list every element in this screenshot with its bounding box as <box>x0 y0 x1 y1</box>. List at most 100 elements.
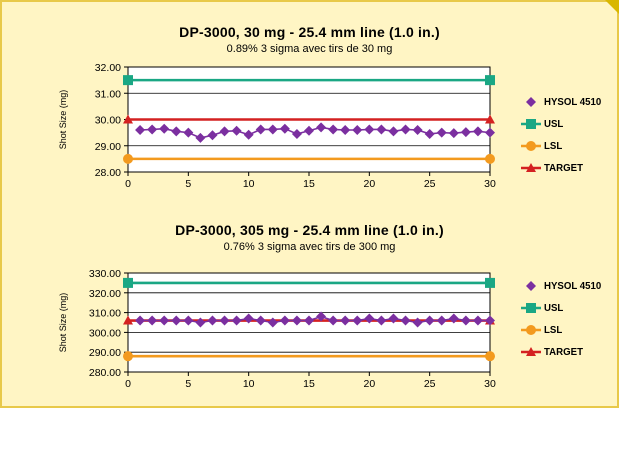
data-point <box>485 315 495 326</box>
y-axis-label: Shot Size (mg) <box>58 293 68 353</box>
x-tick-label: 10 <box>243 178 255 190</box>
x-tick-label: 0 <box>125 178 131 190</box>
data-point <box>231 315 242 326</box>
data-point <box>472 126 483 137</box>
legend-item: LSL <box>518 139 564 153</box>
data-point <box>255 124 266 135</box>
data-point <box>340 315 351 326</box>
data-point <box>485 114 495 124</box>
data-point <box>460 315 471 326</box>
data-point <box>147 315 158 326</box>
legend-item: USL <box>518 301 565 315</box>
legend-item: TARGET <box>518 345 586 359</box>
data-point <box>243 129 254 140</box>
data-point <box>316 122 327 133</box>
x-tick-label: 15 <box>303 378 315 390</box>
y-tick-label: 280.00 <box>89 367 121 379</box>
data-point <box>183 127 194 138</box>
data-point <box>279 123 290 134</box>
data-point <box>147 124 158 135</box>
x-tick-label: 25 <box>424 378 436 390</box>
data-point <box>219 315 230 326</box>
data-point <box>171 315 182 326</box>
x-tick-label: 10 <box>243 378 255 390</box>
y-tick-label: 310.00 <box>89 308 121 320</box>
legend-marker <box>518 95 544 109</box>
data-point <box>267 317 278 328</box>
data-point <box>243 313 254 324</box>
legend-symbol <box>526 281 536 291</box>
y-tick-label: 32.00 <box>95 62 121 74</box>
data-point <box>472 315 483 326</box>
x-tick-label: 0 <box>125 378 131 390</box>
legend-marker <box>518 279 544 293</box>
data-point <box>388 126 399 137</box>
legend-marker <box>518 345 544 359</box>
y-tick-label: 28.00 <box>95 167 121 179</box>
data-point <box>291 128 302 139</box>
legend-marker <box>518 117 544 131</box>
chart-2-title: DP-3000, 305 mg - 25.4 mm line (1.0 in.) <box>175 222 444 238</box>
y-tick-label: 31.00 <box>95 88 121 100</box>
x-tick-label: 5 <box>185 178 191 190</box>
x-tick-label: 20 <box>363 178 375 190</box>
data-point <box>328 315 339 326</box>
data-point <box>424 315 435 326</box>
data-point <box>279 315 290 326</box>
data-point <box>436 315 447 326</box>
y-tick-label: 29.00 <box>95 141 121 153</box>
legend-symbol <box>526 141 536 151</box>
data-point <box>123 315 133 325</box>
data-point <box>304 125 314 136</box>
legend-symbol <box>526 119 536 129</box>
legend-symbol <box>526 347 536 356</box>
data-point <box>159 123 170 134</box>
legend-label: LSL <box>544 324 563 336</box>
chart-1-subtitle: 0.89% 3 sigma avec tirs de 30 mg <box>226 43 393 55</box>
legend-label: HYSOL 4510 <box>544 96 602 108</box>
data-point <box>485 153 495 164</box>
data-point <box>352 315 363 326</box>
data-point <box>352 125 363 135</box>
y-axis-label: Shot Size (mg) <box>58 90 68 150</box>
chart-2-subtitle: 0.76% 3 sigma avec tirs de 300 mg <box>223 241 396 253</box>
data-point <box>123 153 133 164</box>
legend-item: HYSOL 4510 <box>518 279 606 293</box>
data-point <box>485 127 495 138</box>
data-point <box>255 315 266 326</box>
data-point <box>485 75 495 86</box>
y-tick-label: 330.00 <box>89 268 121 280</box>
data-point <box>123 75 133 86</box>
data-point <box>388 313 399 324</box>
data-point <box>123 114 133 124</box>
x-tick-label: 20 <box>363 378 375 390</box>
data-point <box>219 126 230 137</box>
data-point <box>448 128 459 139</box>
data-point <box>171 126 182 137</box>
data-point <box>460 127 471 138</box>
legend-item: TARGET <box>518 161 586 175</box>
data-point <box>448 313 459 324</box>
data-point <box>376 124 387 135</box>
x-tick-label: 15 <box>303 178 315 190</box>
legend-item: USL <box>518 117 565 131</box>
x-tick-label: 30 <box>484 178 496 190</box>
y-tick-label: 290.00 <box>89 347 121 359</box>
y-tick-label: 300.00 <box>89 327 121 339</box>
data-point <box>436 127 447 138</box>
x-tick-label: 25 <box>424 178 436 190</box>
data-point <box>376 315 387 326</box>
data-point <box>123 277 133 288</box>
data-point <box>207 315 218 326</box>
data-point <box>424 128 435 139</box>
data-point <box>123 351 133 362</box>
data-point <box>207 130 218 141</box>
legend-symbol <box>526 325 536 335</box>
legend-label: USL <box>544 302 564 314</box>
data-point <box>364 124 375 135</box>
corner-tab <box>605 0 619 14</box>
data-point <box>195 317 206 328</box>
chart-1-title: DP-3000, 30 mg - 25.4 mm line (1.0 in.) <box>179 24 440 40</box>
legend-label: TARGET <box>544 162 583 174</box>
data-point <box>364 313 375 324</box>
